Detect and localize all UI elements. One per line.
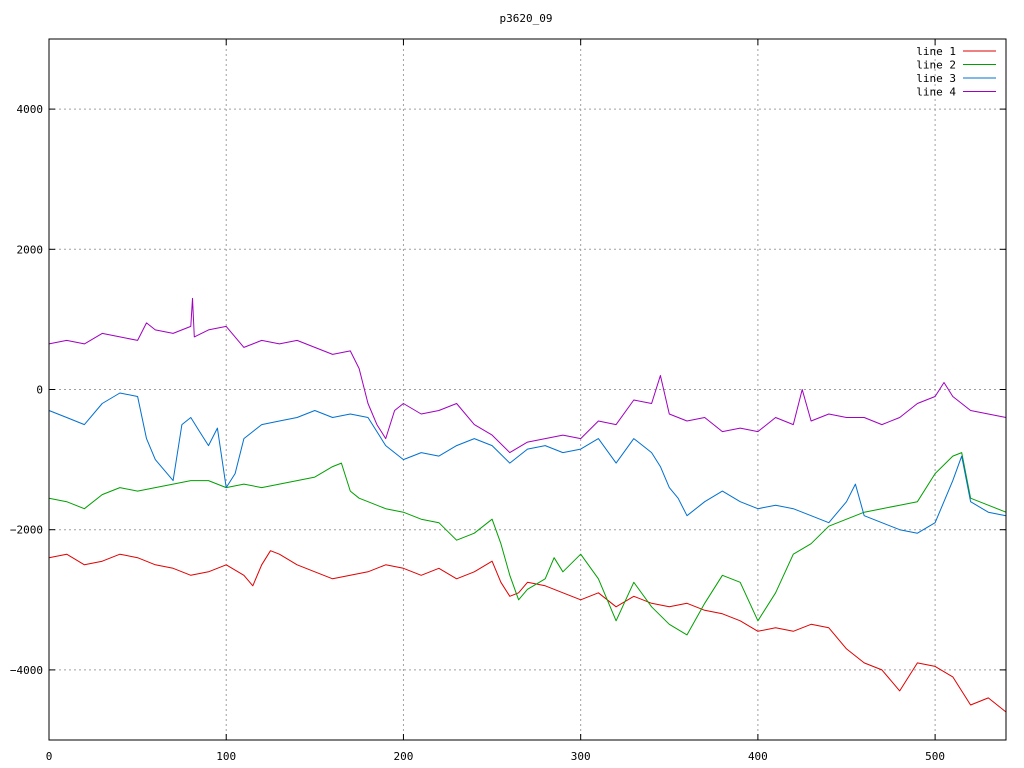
x-tick-label: 0 bbox=[46, 750, 53, 763]
y-tick-label: 2000 bbox=[17, 243, 44, 256]
series-line-1 bbox=[48, 550, 1007, 713]
x-tick-label: 300 bbox=[571, 750, 591, 763]
y-tick-label: −4000 bbox=[10, 664, 43, 677]
x-tick-label: 400 bbox=[748, 750, 768, 763]
x-tick-label: 500 bbox=[925, 750, 945, 763]
legend-label: line 4 bbox=[916, 86, 956, 99]
x-tick-label: 100 bbox=[216, 750, 236, 763]
legend-label: line 2 bbox=[916, 59, 956, 72]
y-tick-label: 4000 bbox=[17, 103, 44, 116]
plot-area bbox=[48, 297, 1007, 713]
series-line-4 bbox=[48, 297, 1007, 454]
grid bbox=[48, 39, 1006, 740]
x-tick-label: 200 bbox=[394, 750, 414, 763]
y-tick-label: −2000 bbox=[10, 524, 43, 537]
legend-label: line 3 bbox=[916, 72, 956, 85]
series-line-3 bbox=[48, 392, 1007, 534]
y-tick-label: 0 bbox=[36, 384, 43, 397]
chart-title: p3620_09 bbox=[500, 12, 553, 25]
legend-label: line 1 bbox=[916, 45, 956, 58]
series-line-2 bbox=[48, 452, 1007, 636]
plot-frame bbox=[48, 38, 1007, 741]
tick-labels: 0 100 200 300 400 500 −4000 −2000 0 2000 4000 bbox=[10, 103, 945, 763]
